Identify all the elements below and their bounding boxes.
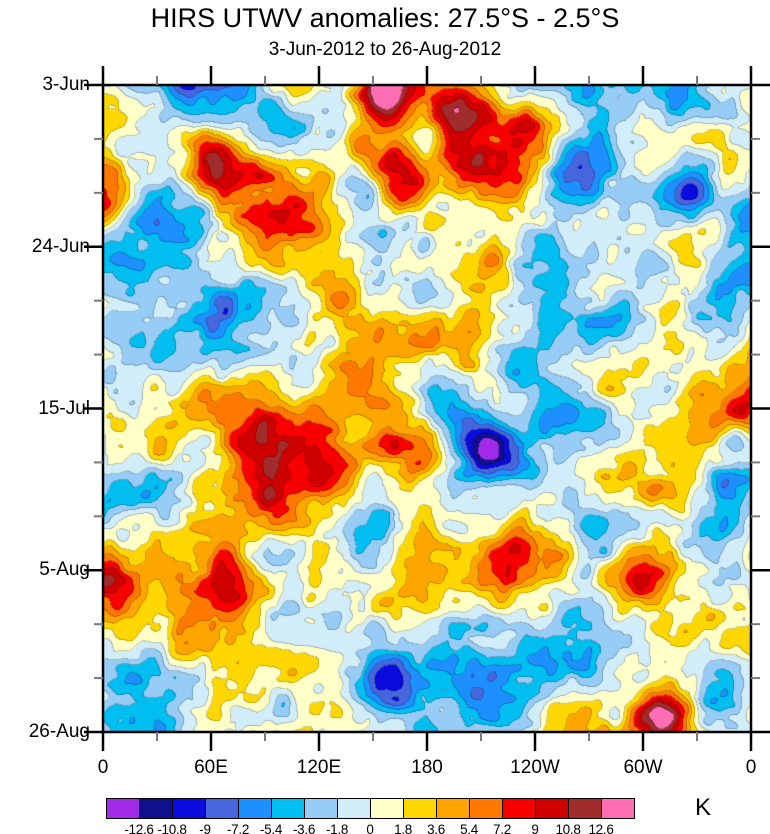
colorbar-swatch xyxy=(601,798,635,819)
colorbar-tick-label: -3.6 xyxy=(292,822,316,834)
colorbar-tick-label: 0 xyxy=(366,822,374,834)
y-axis-label: 5-Aug xyxy=(39,559,90,581)
colorbar-tick-label: -1.8 xyxy=(325,822,349,834)
colorbar-swatch xyxy=(238,798,272,819)
y-axis-label: 26-Aug xyxy=(28,721,90,742)
contour-plot-area xyxy=(103,85,751,732)
anomaly-heatmap-canvas xyxy=(103,85,751,732)
colorbar-tick-label: 10.8 xyxy=(555,822,581,834)
colorbar-swatch xyxy=(304,798,338,819)
colorbar-swatch xyxy=(172,798,206,819)
colorbar-swatch xyxy=(337,798,371,819)
colorbar-swatch xyxy=(436,798,470,819)
colorbar-tick-label: 12.6 xyxy=(588,822,614,834)
colorbar-tick-label: 1.8 xyxy=(394,822,412,834)
colorbar-swatch xyxy=(370,798,404,819)
colorbar-swatch xyxy=(403,798,437,819)
x-axis-label: 60W xyxy=(623,757,663,778)
colorbar-tick-label: -12.6 xyxy=(124,822,154,834)
x-axis-label: 0 xyxy=(97,757,109,778)
colorbar-swatch xyxy=(271,798,305,819)
colorbar-tick-label: 7.2 xyxy=(493,822,511,834)
y-axis-label: 3-Jun xyxy=(42,74,90,95)
colorbar-swatch xyxy=(469,798,503,819)
y-axis-label: 24-Jun xyxy=(31,235,90,257)
colorbar-units-label: K xyxy=(694,794,711,821)
x-axis-label: 60E xyxy=(194,757,228,778)
colorbar-tick-label: -10.8 xyxy=(157,822,187,834)
colorbar-swatch xyxy=(205,798,239,819)
colorbar-swatch xyxy=(535,798,569,819)
colorbar-swatch xyxy=(106,798,140,819)
colorbar-tick-label: 3.6 xyxy=(427,822,445,834)
colorbar-tick-label: 9 xyxy=(531,822,539,834)
colorbar-tick-label: 5.4 xyxy=(460,822,478,834)
x-axis-label: 0 xyxy=(745,757,757,778)
figure-title: HIRS UTWV anomalies: 27.5°S - 2.5°S xyxy=(150,3,620,33)
y-axis-label: 15-Jul xyxy=(38,397,90,419)
colorbar-swatch xyxy=(139,798,173,819)
colorbar-swatch xyxy=(568,798,602,819)
colorbar-tick-label: -5.4 xyxy=(259,822,283,834)
x-axis-label: 120W xyxy=(510,757,560,778)
x-axis-label: 120E xyxy=(296,757,342,778)
figure-subtitle: 3-Jun-2012 to 26-Aug-2012 xyxy=(268,39,502,60)
colorbar-swatch xyxy=(502,798,536,819)
x-axis-label: 180 xyxy=(411,757,443,778)
colorbar-tick-label: -9 xyxy=(199,822,211,834)
colorbar-tick-label: -7.2 xyxy=(226,822,250,834)
